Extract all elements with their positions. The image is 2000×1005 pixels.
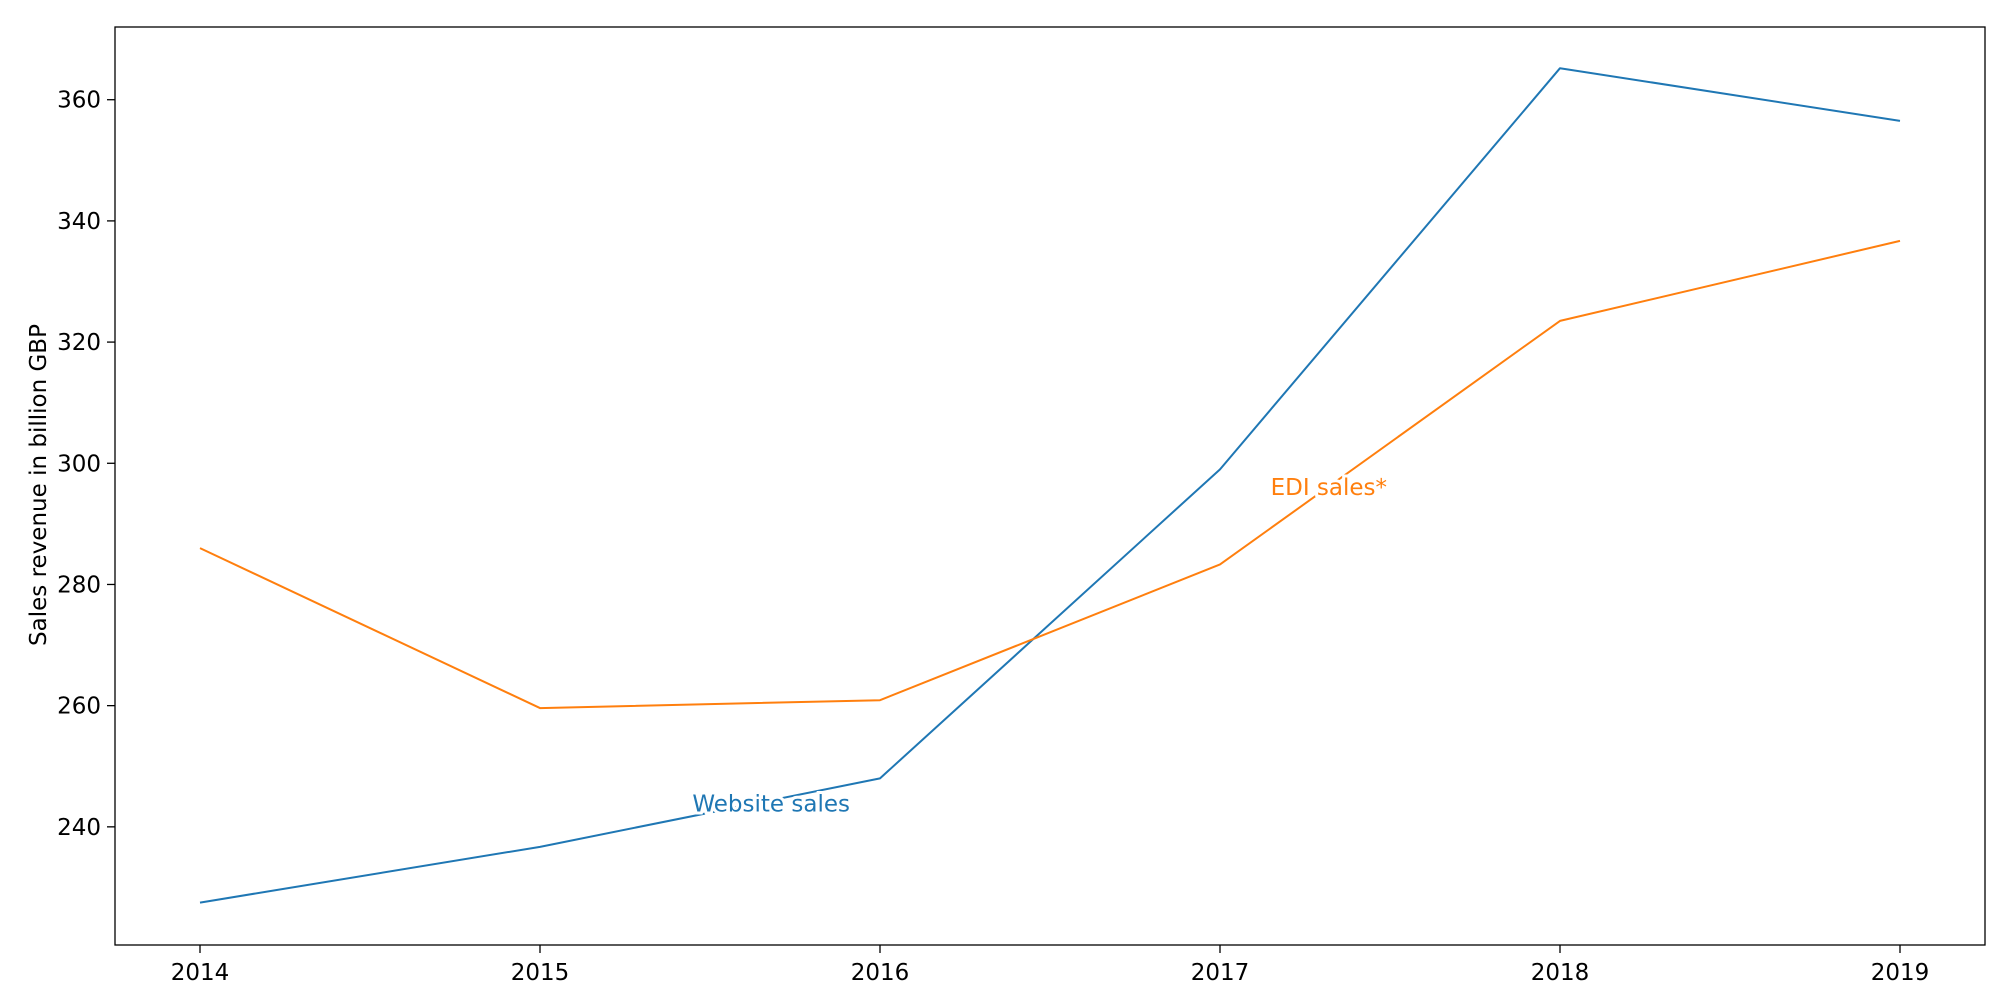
y-tick-label: 300 (57, 451, 101, 477)
series-line-website-sales (199, 67, 1901, 904)
y-axis-label: Sales revenue in billion GBP (26, 324, 52, 646)
series-labels: Website sales EDI sales* (689, 472, 1390, 821)
x-tick-label: 2017 (1191, 960, 1250, 986)
series-line-edi-sales (199, 239, 1901, 710)
plot-frame (114, 26, 1986, 946)
y-axis: 240 260 280 300 320 340 360 (57, 88, 115, 841)
website-sales-label: Website sales (692, 792, 850, 818)
x-tick-label: 2019 (1871, 960, 1930, 986)
y-tick-label: 260 (57, 694, 101, 720)
y-tick-label: 280 (57, 572, 101, 598)
series-lines (199, 67, 1901, 904)
y-tick-label: 360 (57, 88, 101, 114)
plot-area (114, 26, 1986, 946)
y-tick-label: 320 (57, 330, 101, 356)
x-tick-label: 2014 (171, 960, 230, 986)
x-tick-label: 2016 (851, 960, 910, 986)
x-tick-label: 2018 (1531, 960, 1590, 986)
x-tick-label: 2015 (511, 960, 570, 986)
edi-sales-label: EDI sales* (1271, 475, 1387, 501)
y-tick-label: 340 (57, 209, 101, 235)
x-axis: 2014 2015 2016 2017 2018 2019 (171, 945, 1930, 986)
y-tick-label: 240 (57, 815, 101, 841)
